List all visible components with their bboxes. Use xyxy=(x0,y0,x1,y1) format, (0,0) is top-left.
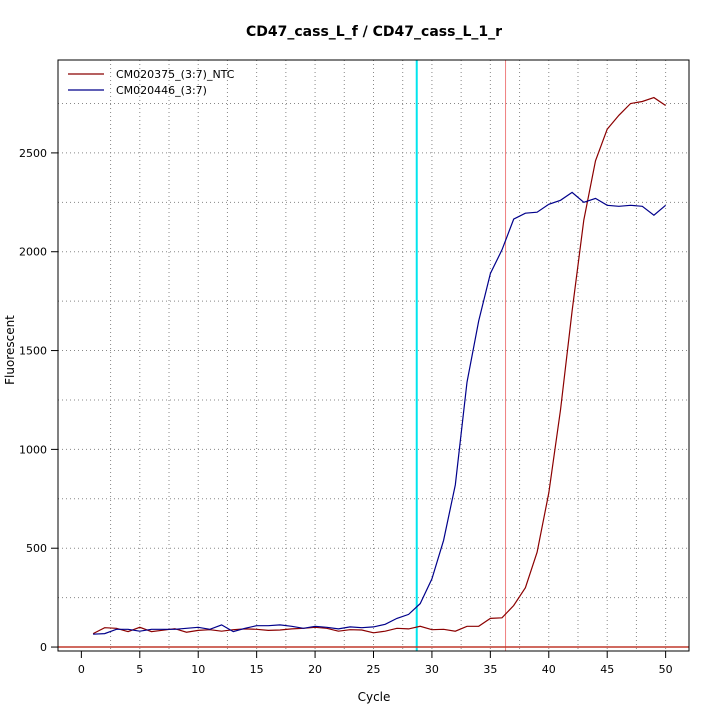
y-tick-label: 0 xyxy=(40,641,47,654)
x-axis-label: Cycle xyxy=(358,690,391,704)
x-tick-label: 30 xyxy=(425,663,439,676)
legend: CM020375_(3:7)_NTC CM020446_(3:7) xyxy=(68,68,235,97)
series-line-1 xyxy=(92,96,666,635)
x-tick-label: 40 xyxy=(542,663,556,676)
y-axis-label: Fluorescent xyxy=(3,315,17,385)
series-lines xyxy=(92,96,666,635)
x-tick-label: 10 xyxy=(191,663,205,676)
y-tick-label: 2500 xyxy=(19,147,47,160)
x-tick-label: 25 xyxy=(367,663,381,676)
legend-label: CM020446_(3:7) xyxy=(116,84,207,97)
x-tick-label: 45 xyxy=(600,663,614,676)
y-tick-label: 1000 xyxy=(19,443,47,456)
y-tick-label: 2000 xyxy=(19,246,47,259)
x-tick-label: 35 xyxy=(483,663,497,676)
x-tick-label: 20 xyxy=(308,663,322,676)
x-tick-label: 15 xyxy=(250,663,264,676)
legend-label: CM020375_(3:7)_NTC xyxy=(116,68,235,81)
y-tick-label: 500 xyxy=(26,542,47,555)
x-tick-label: 5 xyxy=(136,663,143,676)
chart-title: CD47_cass_L_f / CD47_cass_L_1_r xyxy=(246,24,502,40)
x-tick-label: 50 xyxy=(659,663,673,676)
series-line-2 xyxy=(93,191,666,635)
y-tick-label: 1500 xyxy=(19,345,47,358)
x-tick-label: 0 xyxy=(78,663,85,676)
reference-lines xyxy=(58,60,689,651)
grid xyxy=(58,60,689,651)
